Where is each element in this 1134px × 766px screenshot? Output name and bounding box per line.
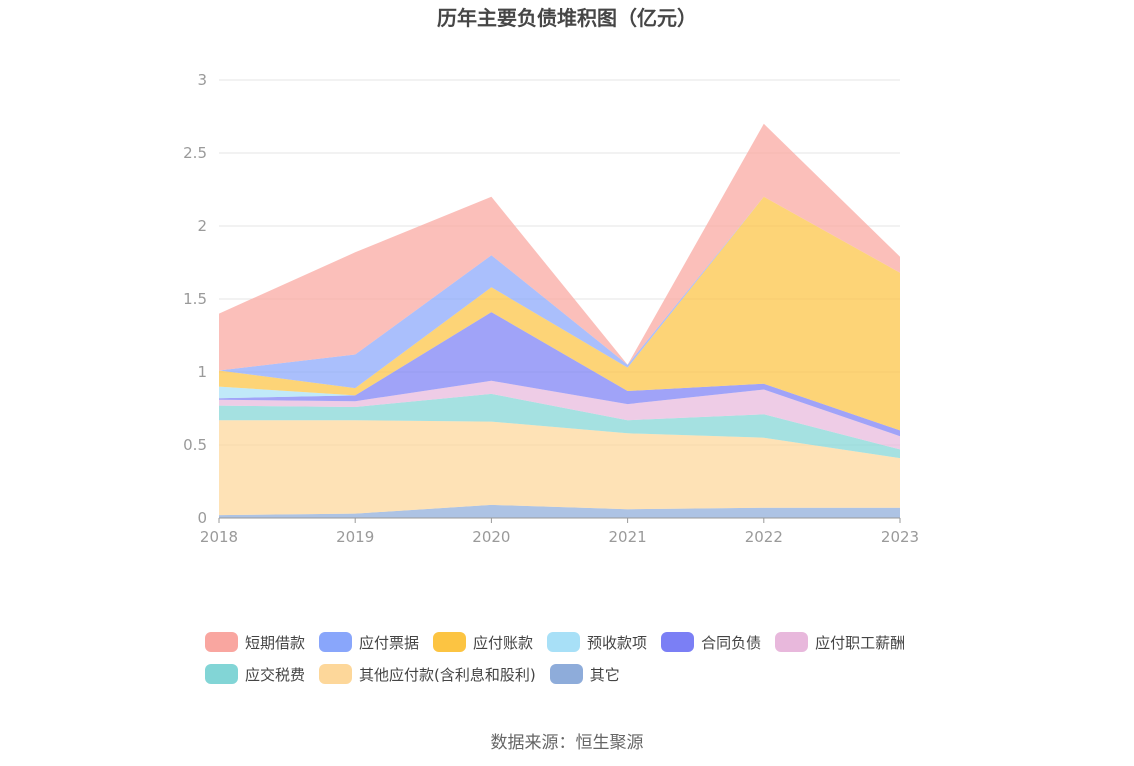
y-tick-label: 0 — [197, 509, 207, 527]
x-tick-label: 2020 — [472, 528, 510, 546]
legend-label: 应付账款 — [473, 633, 534, 652]
legend-label: 预收款项 — [587, 633, 648, 652]
legend-item[interactable]: 应付职工薪酬 — [775, 630, 905, 654]
area-series-7[interactable] — [219, 196, 900, 389]
legend-swatch — [775, 632, 809, 652]
legend: 短期借款 应付票据 应付账款 预收款项 合同负债 应付职工薪酬应交税费 其他应付款(含利息和… — [205, 630, 945, 686]
legend-item[interactable]: 应付账款 — [433, 630, 533, 654]
area-series-6[interactable] — [219, 196, 900, 431]
area-series-1[interactable] — [219, 420, 900, 516]
legend-swatch — [661, 632, 695, 652]
area-series-2[interactable] — [219, 393, 900, 459]
legend-label: 合同负债 — [701, 633, 762, 652]
legend-swatch — [319, 664, 353, 684]
legend-swatch — [547, 632, 581, 652]
y-tick-label: 2.5 — [183, 144, 207, 162]
legend-item[interactable]: 合同负债 — [661, 630, 761, 654]
legend-label: 其它 — [589, 665, 620, 684]
legend-label: 应付职工薪酬 — [815, 633, 906, 652]
legend-item[interactable]: 其他应付款(含利息和股利) — [319, 662, 536, 686]
chart-title: 历年主要负债堆积图（亿元） — [437, 6, 697, 30]
x-tick-label: 2018 — [200, 528, 238, 546]
x-tick-label: 2023 — [881, 528, 919, 546]
x-tick-label: 2022 — [745, 528, 783, 546]
area-series-3[interactable] — [219, 380, 900, 450]
legend-label: 应交税费 — [245, 665, 306, 684]
stacked-area-chart: 0 0.5 1 1.5 2 2.5 3 2018 2019 2020 2021 2022 2023 — [183, 71, 919, 546]
legend-swatch — [205, 632, 238, 652]
y-tick-label: 0.5 — [183, 436, 207, 454]
area-series-8[interactable] — [219, 123, 900, 371]
legend-item[interactable]: 短期借款 — [205, 630, 305, 654]
area-series-4[interactable] — [219, 312, 900, 437]
area-series-0[interactable] — [219, 504, 900, 518]
legend-swatch — [433, 632, 467, 652]
y-tick-label: 3 — [197, 71, 207, 89]
legend-label: 应付票据 — [359, 633, 420, 652]
y-tick-label: 1 — [197, 363, 207, 381]
legend-item[interactable]: 应交税费 — [205, 662, 305, 686]
legend-swatch — [205, 664, 238, 684]
y-tick-label: 1.5 — [183, 290, 207, 308]
y-tick-label: 2 — [197, 217, 207, 235]
legend-swatch — [319, 632, 353, 652]
legend-item[interactable]: 预收款项 — [547, 630, 647, 654]
legend-item[interactable]: 应付票据 — [319, 630, 419, 654]
legend-swatch — [549, 664, 583, 684]
x-tick-label: 2019 — [336, 528, 374, 546]
data-source: 数据来源：恒生聚源 — [490, 733, 644, 753]
legend-item[interactable]: 其它 — [549, 662, 620, 686]
legend-label: 短期借款 — [245, 633, 306, 652]
legend-label: 其他应付款(含利息和股利) — [359, 665, 536, 684]
x-tick-label: 2021 — [609, 528, 647, 546]
